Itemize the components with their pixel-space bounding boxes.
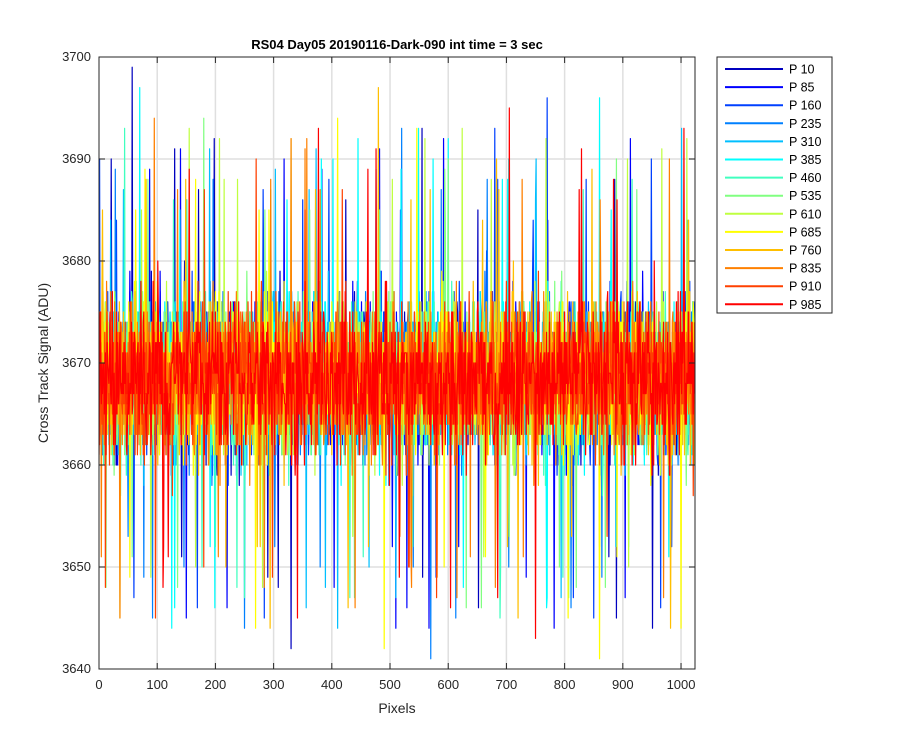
legend-label: P 985 [789, 298, 821, 312]
y-tick-label: 3640 [62, 661, 91, 676]
x-axis-label: Pixels [378, 700, 415, 716]
legend-label: P 160 [789, 99, 821, 113]
y-axis-label: Cross Track Signal (ADU) [35, 283, 51, 443]
legend-label: P 610 [789, 207, 821, 221]
legend-label: P 85 [789, 81, 815, 95]
x-tick-label: 500 [379, 677, 401, 692]
legend-label: P 760 [789, 244, 821, 258]
legend-label: P 310 [789, 135, 821, 149]
x-tick-label: 900 [612, 677, 634, 692]
legend-label: P 835 [789, 262, 821, 276]
x-tick-label: 400 [321, 677, 343, 692]
x-tick-label: 200 [205, 677, 227, 692]
x-tick-label: 700 [496, 677, 518, 692]
y-tick-label: 3700 [62, 49, 91, 64]
legend: P 10 P 85 P 160 P 235 P 310 P 385 P 460 P 535 P … [717, 57, 832, 313]
y-tick-label: 3650 [62, 559, 91, 574]
legend-label: P 685 [789, 225, 821, 239]
x-tick-label: 100 [146, 677, 168, 692]
legend-label: P 235 [789, 117, 821, 131]
x-tick-label: 1000 [667, 677, 696, 692]
legend-label: P 10 [789, 63, 815, 77]
x-tick-label: 0 [95, 677, 102, 692]
legend-label: P 910 [789, 280, 821, 294]
legend-label: P 460 [789, 171, 821, 185]
y-tick-label: 3680 [62, 253, 91, 268]
legend-label: P 385 [789, 153, 821, 167]
y-tick-label: 3690 [62, 151, 91, 166]
legend-label: P 535 [789, 189, 821, 203]
x-tick-label: 800 [554, 677, 576, 692]
x-tick-label: 300 [263, 677, 285, 692]
chart-title: RS04 Day05 20190116-Dark-090 int time = … [251, 37, 543, 52]
y-tick-label: 3660 [62, 457, 91, 472]
y-tick-label: 3670 [62, 355, 91, 370]
x-tick-label: 600 [437, 677, 459, 692]
